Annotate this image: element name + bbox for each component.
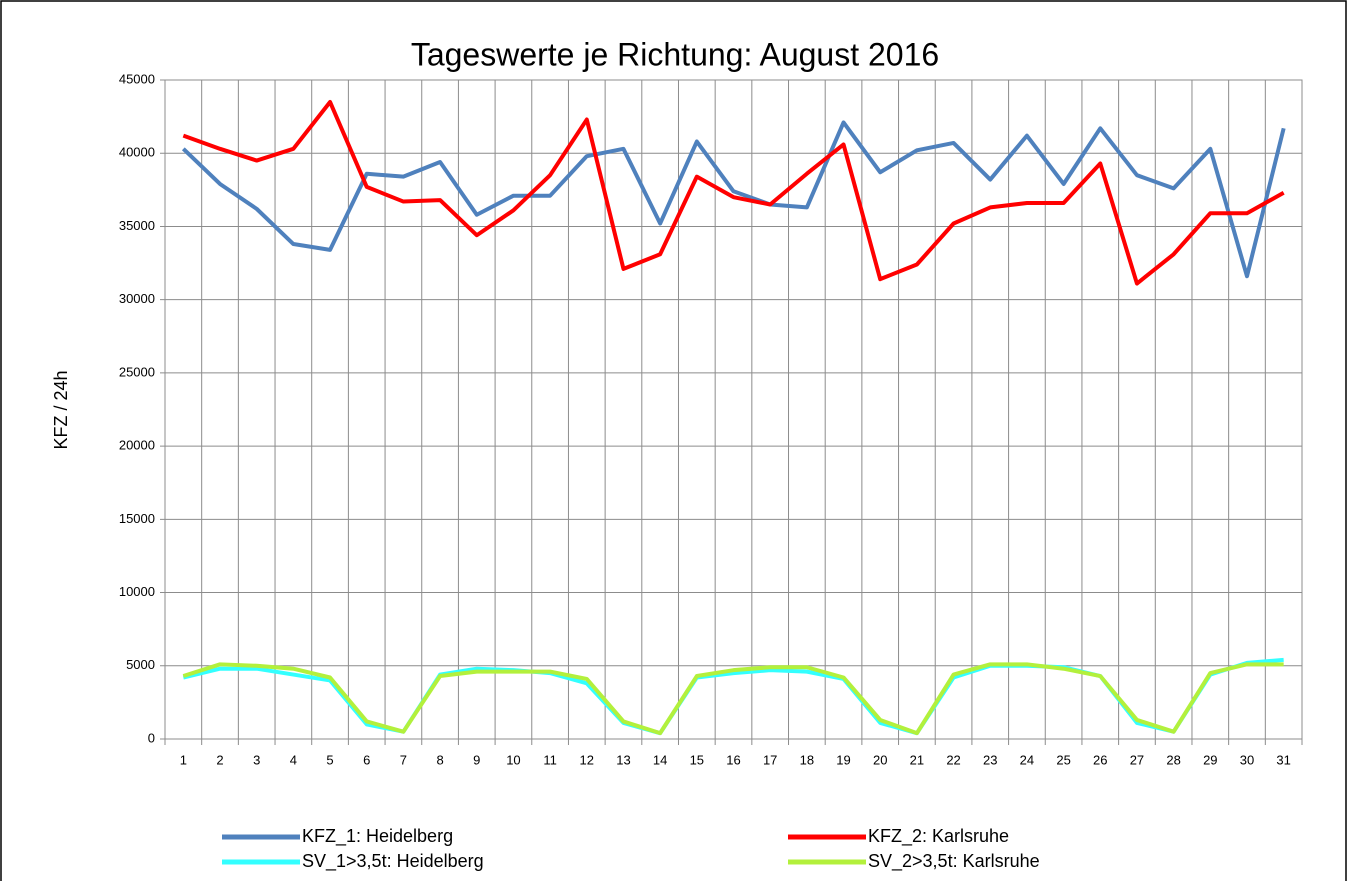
- y-tick-label: 30000: [119, 291, 155, 306]
- x-tick-label: 23: [983, 752, 997, 767]
- x-tick-label: 26: [1093, 752, 1107, 767]
- x-tick-label: 31: [1276, 752, 1290, 767]
- y-tick-label: 20000: [119, 438, 155, 453]
- x-tick-label: 27: [1130, 752, 1144, 767]
- x-tick-label: 7: [400, 752, 407, 767]
- x-tick-label: 8: [436, 752, 443, 767]
- y-tick-label: 15000: [119, 511, 155, 526]
- y-tick-label: 5000: [126, 657, 155, 672]
- y-tick-label: 25000: [119, 364, 155, 379]
- x-tick-label: 29: [1203, 752, 1217, 767]
- x-tick-label: 12: [580, 752, 594, 767]
- x-tick-label: 1: [180, 752, 187, 767]
- legend-label: KFZ_2: Karlsruhe: [868, 826, 1009, 847]
- y-axis-label: KFZ / 24h: [51, 370, 71, 449]
- y-tick-label: 0: [148, 730, 155, 745]
- legend-label: SV_2>3,5t: Karlsruhe: [868, 851, 1040, 872]
- x-tick-label: 18: [800, 752, 814, 767]
- data-line: [182, 662, 1284, 736]
- y-tick-label: 35000: [119, 218, 155, 233]
- x-tick-label: 13: [616, 752, 630, 767]
- legend-label: KFZ_1: Heidelberg: [302, 826, 453, 847]
- x-tick-label: 28: [1166, 752, 1180, 767]
- data-line: [182, 99, 1285, 286]
- x-tick-label: 16: [726, 752, 740, 767]
- x-tick-label: 6: [363, 752, 370, 767]
- x-tick-label: 25: [1056, 752, 1070, 767]
- x-tick-label: 9: [473, 752, 480, 767]
- x-tick-label: 22: [946, 752, 960, 767]
- y-tick-label: 45000: [119, 71, 155, 86]
- data-line: [181, 120, 1286, 279]
- x-tick-label: 17: [763, 752, 777, 767]
- x-tick-label: 24: [1020, 752, 1034, 767]
- x-tick-label: 2: [216, 752, 223, 767]
- y-tick-label: 40000: [119, 145, 155, 160]
- x-tick-label: 11: [543, 752, 557, 767]
- x-tick-label: 5: [326, 752, 333, 767]
- x-tick-label: 10: [506, 752, 520, 767]
- x-tick-label: 14: [653, 752, 667, 767]
- x-tick-label: 3: [253, 752, 260, 767]
- x-tick-label: 15: [690, 752, 704, 767]
- x-tick-label: 20: [873, 752, 887, 767]
- x-tick-label: 4: [290, 752, 297, 767]
- y-tick-label: 10000: [119, 584, 155, 599]
- x-tick-label: 21: [910, 752, 924, 767]
- x-tick-label: 30: [1240, 752, 1254, 767]
- x-tick-label: 19: [836, 752, 850, 767]
- legend-label: SV_1>3,5t: Heidelberg: [302, 851, 484, 872]
- chart-title: Tageswerte je Richtung: August 2016: [411, 36, 939, 72]
